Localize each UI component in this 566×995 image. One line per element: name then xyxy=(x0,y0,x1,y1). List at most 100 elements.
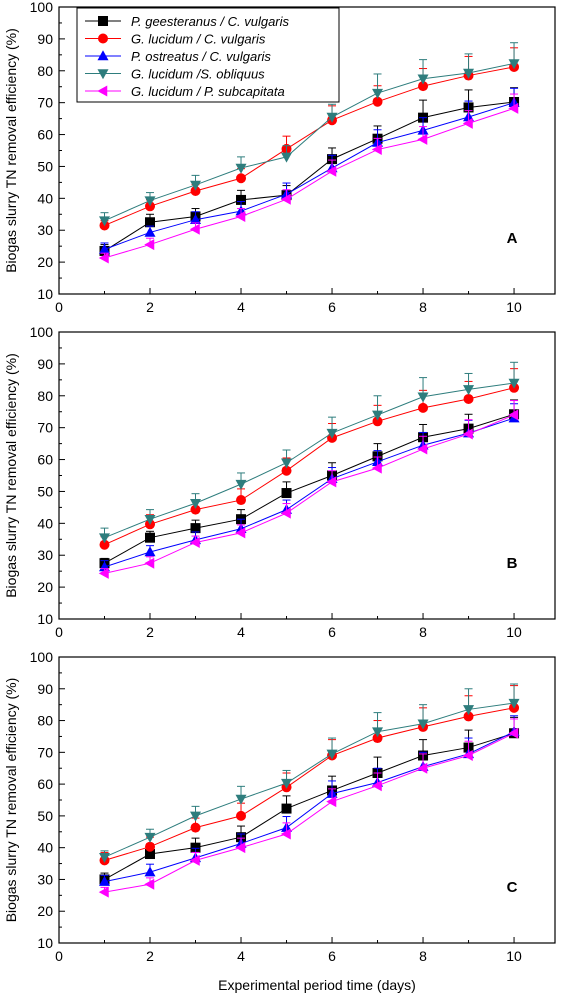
panel-letter: C xyxy=(507,879,518,896)
y-tick-label: 80 xyxy=(37,63,53,79)
data-point xyxy=(372,96,383,107)
data-point xyxy=(190,498,202,509)
data-point xyxy=(235,794,247,805)
series-line xyxy=(104,101,515,252)
y-tick-label: 10 xyxy=(37,611,53,627)
series-2 xyxy=(99,368,520,550)
data-point xyxy=(236,495,247,506)
y-tick-label: 90 xyxy=(37,31,53,47)
legend-item: G. lucidum /S. obliquus xyxy=(85,67,265,82)
y-tick-label: 50 xyxy=(37,483,53,499)
data-point xyxy=(280,828,291,840)
data-point xyxy=(281,778,293,789)
data-point xyxy=(235,163,247,174)
x-tick-label: 4 xyxy=(237,948,245,964)
data-point xyxy=(372,416,383,427)
data-point xyxy=(508,59,520,70)
y-tick-label: 90 xyxy=(37,356,53,372)
data-point xyxy=(144,878,155,890)
data-point xyxy=(508,378,520,389)
series-1 xyxy=(99,399,520,569)
data-point xyxy=(417,443,428,455)
y-tick-label: 70 xyxy=(37,420,53,436)
legend: P. geesteranus / C. vulgaris G. lucidum /… xyxy=(76,7,340,103)
y-tick-label: 20 xyxy=(37,254,53,270)
data-point xyxy=(190,180,202,191)
data-point xyxy=(463,68,475,79)
series-line xyxy=(104,387,515,546)
x-tick-label: 8 xyxy=(419,299,427,315)
data-point xyxy=(462,428,473,440)
series-line xyxy=(104,382,515,539)
data-point xyxy=(372,410,384,421)
data-point xyxy=(371,462,382,474)
data-point xyxy=(236,194,247,205)
data-point xyxy=(372,88,384,99)
series-line xyxy=(104,417,515,568)
data-point xyxy=(281,465,292,476)
series-1 xyxy=(99,716,520,885)
x-tick-label: 4 xyxy=(237,624,245,640)
data-point xyxy=(326,165,337,177)
data-point xyxy=(417,392,429,403)
data-point xyxy=(418,81,429,92)
data-point xyxy=(371,144,382,156)
data-point xyxy=(99,216,111,227)
y-tick-label: 70 xyxy=(37,744,53,760)
y-tick-label: 100 xyxy=(30,0,54,15)
data-point xyxy=(190,822,201,833)
data-point xyxy=(99,539,110,550)
y-tick-label: 30 xyxy=(37,871,53,887)
data-point xyxy=(463,385,475,396)
data-point xyxy=(99,533,111,544)
x-tick-label: 2 xyxy=(146,299,154,315)
y-tick-label: 100 xyxy=(30,649,54,665)
legend-item: P. ostreatus / C. vulgaris xyxy=(85,49,271,64)
data-point xyxy=(144,866,156,877)
series-1 xyxy=(99,87,520,256)
series-line xyxy=(104,62,515,222)
x-tick-label: 4 xyxy=(237,299,245,315)
data-point xyxy=(190,504,201,515)
legend-marker xyxy=(98,16,108,26)
data-point xyxy=(144,239,155,251)
x-tick-label: 10 xyxy=(506,299,522,315)
data-point xyxy=(236,173,247,184)
data-point xyxy=(99,243,111,254)
data-point xyxy=(508,409,519,421)
data-point xyxy=(144,546,156,557)
data-point xyxy=(190,811,202,822)
legend-label: G. lucidum / C. vulgaris xyxy=(131,32,266,47)
data-point xyxy=(326,428,338,439)
series-4 xyxy=(99,42,520,227)
data-point xyxy=(236,810,247,821)
data-point xyxy=(98,886,109,898)
legend-marker xyxy=(97,50,109,61)
legend-label: P. geesteranus / C. vulgaris xyxy=(131,14,290,29)
y-tick-label: 10 xyxy=(37,286,53,302)
data-point xyxy=(372,733,383,744)
data-point xyxy=(144,226,156,237)
data-point xyxy=(99,852,111,863)
data-point xyxy=(281,458,293,469)
series-4 xyxy=(99,361,520,544)
data-point xyxy=(281,488,292,499)
data-point xyxy=(189,854,200,866)
data-point xyxy=(190,842,201,853)
x-tick-label: 10 xyxy=(506,624,522,640)
series-line xyxy=(104,732,515,893)
x-tick-label: 10 xyxy=(506,948,522,964)
legend-marker xyxy=(97,85,108,97)
x-tick-label: 6 xyxy=(328,299,336,315)
data-point xyxy=(417,719,429,730)
data-point xyxy=(417,74,429,85)
data-point xyxy=(144,514,156,525)
series-line xyxy=(104,707,515,861)
plot-frame xyxy=(58,331,556,620)
legend-items: P. geesteranus / C. vulgaris G. lucidum /… xyxy=(85,14,290,99)
data-point xyxy=(144,196,156,207)
x-tick-label: 6 xyxy=(328,948,336,964)
y-axis-label: Biogas slurry TN removal efficiency (%) xyxy=(3,353,19,598)
data-point xyxy=(371,780,382,792)
